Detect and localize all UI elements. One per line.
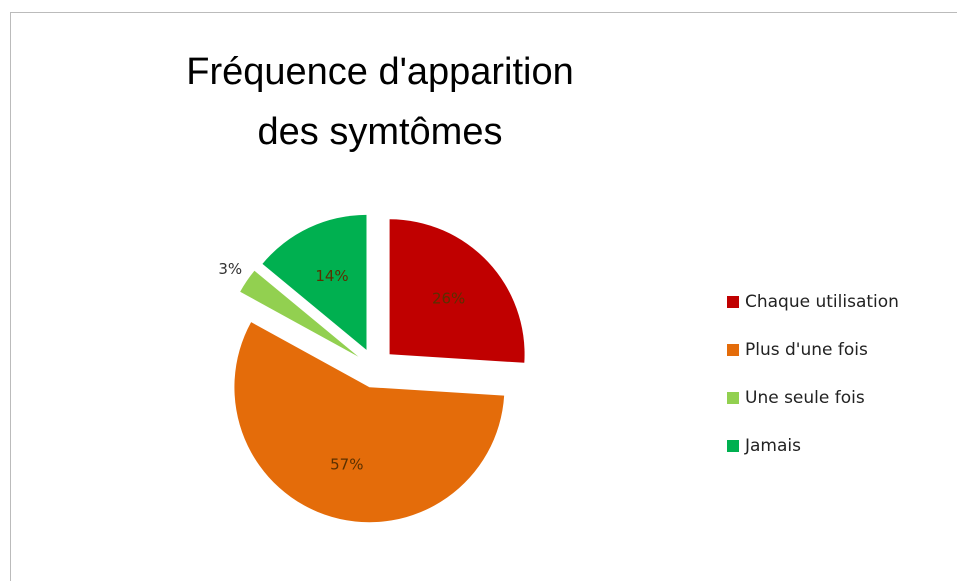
data-label: 26% <box>432 289 465 307</box>
data-label: 3% <box>218 260 242 278</box>
pie-slice <box>262 214 367 350</box>
chart-title: Fréquence d'apparition des symtômes <box>186 51 574 153</box>
data-label: 57% <box>330 455 363 473</box>
legend-swatch <box>727 392 739 404</box>
pie-slice <box>234 322 505 523</box>
chart-frame <box>10 12 957 581</box>
pie-slice <box>389 219 525 363</box>
legend-swatch <box>727 296 739 308</box>
legend-label: Chaque utilisation <box>745 292 899 312</box>
legend-label: Une seule fois <box>745 388 865 408</box>
pie-slice <box>240 270 359 357</box>
data-label: 14% <box>315 267 348 285</box>
legend-swatch <box>727 440 739 452</box>
legend-swatch <box>727 344 739 356</box>
legend-label: Plus d'une fois <box>745 340 868 360</box>
legend-label: Jamais <box>744 436 801 456</box>
